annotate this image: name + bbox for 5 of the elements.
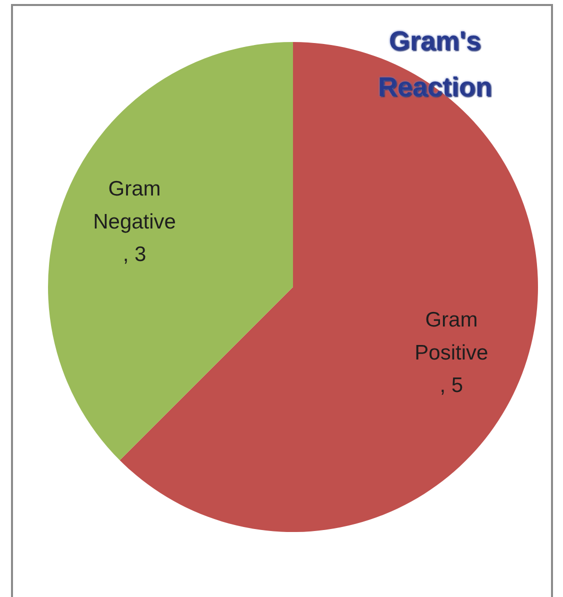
pie-slice — [48, 42, 293, 460]
slice-label: Gram Negative — [93, 176, 176, 233]
data-label: , 5 — [440, 374, 464, 398]
data-label: , 3 — [122, 242, 146, 266]
slice-label: Gram Positive — [414, 308, 488, 364]
